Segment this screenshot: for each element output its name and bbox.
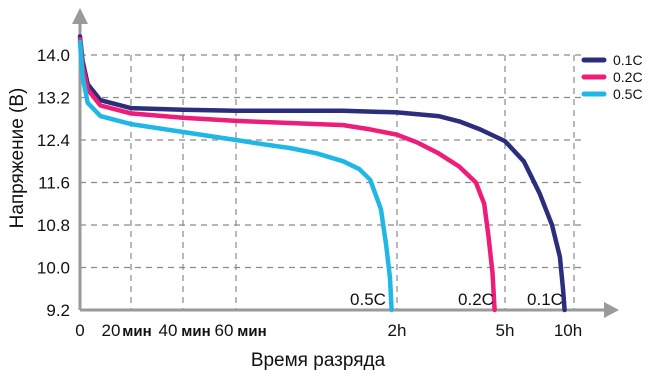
x-tick-labels: 0 20 мин 40 мин 60 мин 2h 5h 10h	[75, 321, 582, 340]
y-axis-title: Напряжение (В)	[7, 88, 28, 229]
x-tick-label: 10h	[554, 321, 582, 340]
x-tick-label: мин	[122, 323, 151, 340]
x-tick-label: 0	[75, 321, 84, 340]
x-axis-arrow	[604, 302, 619, 318]
y-tick-labels: 14.0 13.2 12.4 11.6 10.8 10.0 9.2	[37, 46, 70, 320]
y-axis-arrow	[72, 8, 88, 24]
curve-label-0-1C: 0.1C	[527, 290, 563, 309]
curve-end-labels: 0.1C 0.2C 0.5C	[350, 290, 563, 309]
curve-label-0-5C: 0.5C	[350, 290, 386, 309]
x-tick-label: 5h	[496, 321, 515, 340]
series-line-0-5C	[77, 39, 394, 313]
legend: 0.1C0.2C0.5C	[581, 52, 643, 102]
y-tick-label: 14.0	[37, 46, 70, 65]
y-tick-label: 10.8	[37, 216, 70, 235]
series-lines	[77, 34, 567, 313]
y-tick-label: 10.0	[37, 259, 70, 278]
x-tick-label: 60	[215, 321, 234, 340]
y-tick-label: 13.2	[37, 89, 70, 108]
series-line-0-2C	[77, 36, 497, 313]
x-axis-title: Время разряда	[251, 350, 386, 371]
x-tick-label: мин	[237, 323, 266, 340]
series-line-0-1C	[77, 34, 567, 313]
grid	[80, 54, 585, 310]
x-tick-label: 40	[159, 321, 178, 340]
y-tick-label: 9.2	[46, 301, 70, 320]
curve-label-0-2C: 0.2C	[458, 290, 494, 309]
y-tick-label: 11.6	[38, 174, 70, 193]
x-tick-label: мин	[181, 323, 210, 340]
x-tick-label: 20	[102, 321, 121, 340]
legend-label: 0.5C	[613, 86, 643, 102]
x-tick-label: 2h	[388, 321, 407, 340]
y-tick-label: 12.4	[37, 131, 70, 150]
legend-label: 0.1C	[613, 52, 643, 68]
legend-label: 0.2C	[613, 69, 643, 85]
